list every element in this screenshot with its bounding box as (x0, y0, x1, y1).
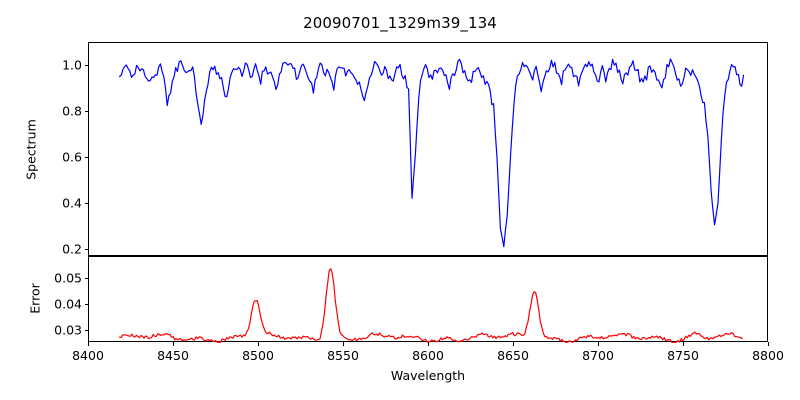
spectrum-ytick-mark (84, 111, 88, 113)
spectrum-axis-label: Spectrum (23, 119, 39, 180)
error-ytick-label: 0.05 (54, 270, 82, 286)
x-tick-label: 8600 (412, 348, 444, 363)
x-tick-mark (343, 342, 345, 346)
error-ytick-mark (84, 278, 88, 280)
spectrum-ytick-mark (84, 65, 88, 67)
error-plot-panel (88, 256, 768, 343)
spectrum-ytick-mark (84, 157, 88, 159)
x-tick-label: 8700 (582, 348, 614, 363)
x-tick-label: 8450 (157, 348, 189, 363)
spectrum-ytick-label: 0.4 (62, 195, 82, 211)
error-ytick-label: 0.04 (54, 296, 82, 312)
x-tick-mark (258, 342, 260, 346)
x-tick-label: 8550 (327, 348, 359, 363)
x-tick-label: 8400 (72, 348, 104, 363)
x-tick-label: 8800 (752, 348, 784, 363)
x-tick-mark (428, 342, 430, 346)
x-tick-label: 8750 (667, 348, 699, 363)
x-tick-mark (173, 342, 175, 346)
error-ytick-mark (84, 330, 88, 332)
error-line-series (119, 268, 743, 343)
x-tick-mark (88, 342, 90, 346)
x-tick-mark (513, 342, 515, 346)
x-tick-label: 8650 (497, 348, 529, 363)
spectrum-ytick-mark (84, 249, 88, 251)
error-axis-label: Error (27, 283, 43, 314)
spectrum-ytick-mark (84, 203, 88, 205)
error-ytick-label: 0.03 (54, 322, 82, 338)
x-tick-mark (768, 342, 770, 346)
spectrum-ytick-label: 0.6 (62, 149, 82, 165)
x-tick-label: 8500 (242, 348, 274, 363)
page-title: 20090701_1329m39_134 (303, 14, 497, 32)
error-ytick-mark (84, 304, 88, 306)
spectrum-ytick-label: 0.8 (62, 103, 82, 119)
spectrum-ytick-label: 1.0 (62, 57, 82, 73)
x-axis-label: Wavelength (390, 368, 466, 383)
x-tick-mark (683, 342, 685, 346)
spectrum-line-series (119, 58, 745, 248)
spectrum-plot-panel (88, 42, 768, 256)
x-tick-mark (598, 342, 600, 346)
spectrum-ytick-label: 0.2 (62, 241, 82, 257)
